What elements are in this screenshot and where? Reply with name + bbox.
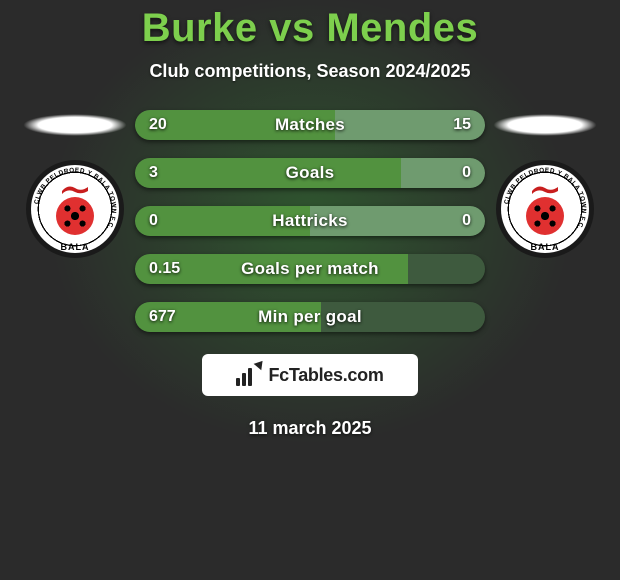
title-text: Burke vs Mendes xyxy=(142,6,479,50)
footer-date: 11 march 2025 xyxy=(0,418,620,439)
football-icon xyxy=(56,197,94,235)
player-right-column: CLWB PELDROED Y BALA TOWN F.C. BALA xyxy=(485,110,605,258)
dragon-icon xyxy=(61,183,89,195)
page-title: Burke vs Mendes xyxy=(0,0,620,51)
player-right-club-badge: CLWB PELDROED Y BALA TOWN F.C. BALA xyxy=(496,160,594,258)
stat-row: 677Min per goal xyxy=(135,302,485,332)
branding-box[interactable]: FcTables.com xyxy=(202,354,418,396)
subtitle: Club competitions, Season 2024/2025 xyxy=(0,61,620,82)
comparison-layout: CLWB PELDROED Y BALA TOWN F.C. BALA 2015… xyxy=(0,110,620,332)
football-icon xyxy=(526,197,564,235)
player-left-silhouette xyxy=(23,114,127,136)
stat-label: Goals per match xyxy=(135,254,485,284)
stat-label: Min per goal xyxy=(135,302,485,332)
badge-left-text: BALA xyxy=(26,242,124,252)
stat-label: Hattricks xyxy=(135,206,485,236)
stat-row: 00Hattricks xyxy=(135,206,485,236)
stat-label: Matches xyxy=(135,110,485,140)
stat-row: 2015Matches xyxy=(135,110,485,140)
badge-right-text: BALA xyxy=(496,242,594,252)
dragon-icon xyxy=(531,183,559,195)
stat-label: Goals xyxy=(135,158,485,188)
comparison-bars: 2015Matches 30Goals 00Hattricks 0.15Goals p… xyxy=(135,110,485,332)
branding-text: FcTables.com xyxy=(268,365,383,386)
player-left-club-badge: CLWB PELDROED Y BALA TOWN F.C. BALA xyxy=(26,160,124,258)
stat-row: 30Goals xyxy=(135,158,485,188)
player-right-silhouette xyxy=(493,114,597,136)
bar-chart-icon xyxy=(236,364,262,386)
stat-row: 0.15Goals per match xyxy=(135,254,485,284)
player-left-column: CLWB PELDROED Y BALA TOWN F.C. BALA xyxy=(15,110,135,258)
